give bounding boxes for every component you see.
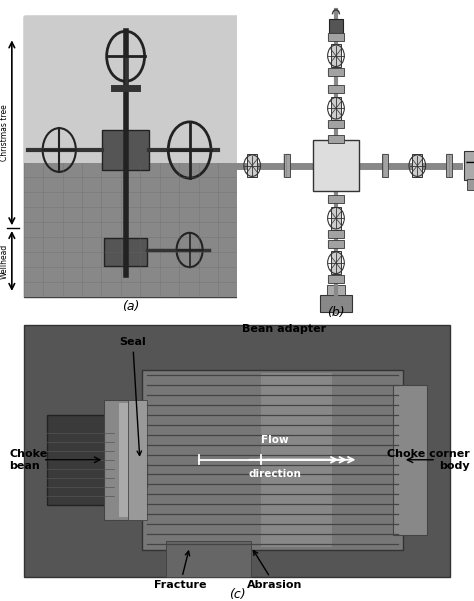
Text: Flow: Flow — [261, 435, 289, 445]
Bar — [328, 195, 344, 203]
Bar — [328, 32, 344, 41]
Bar — [331, 97, 341, 120]
Text: Wellhead: Wellhead — [0, 243, 9, 279]
Bar — [104, 237, 147, 266]
Bar — [447, 154, 452, 177]
Bar — [464, 151, 474, 180]
Bar — [466, 179, 474, 189]
Bar — [412, 154, 422, 177]
Bar — [328, 120, 344, 128]
Bar — [135, 463, 147, 487]
Bar — [328, 275, 344, 282]
Bar — [331, 207, 341, 230]
Bar — [24, 325, 450, 577]
Bar — [166, 541, 251, 577]
Bar — [328, 68, 344, 76]
Bar — [247, 154, 257, 177]
Bar — [328, 240, 344, 248]
Bar — [393, 385, 427, 535]
Text: Choke: Choke — [467, 157, 474, 168]
Bar — [329, 19, 343, 34]
Bar — [328, 230, 344, 238]
Bar — [104, 400, 161, 520]
Text: Fracture: Fracture — [154, 551, 206, 590]
Bar — [328, 135, 344, 142]
Text: Bean adapter: Bean adapter — [242, 323, 327, 334]
Bar — [382, 154, 388, 177]
Bar — [328, 285, 345, 294]
Text: direction: direction — [248, 469, 301, 479]
Bar — [102, 130, 149, 170]
Text: Choke corner
body: Choke corner body — [386, 449, 469, 471]
Bar — [217, 154, 223, 177]
Bar — [331, 44, 341, 67]
Bar — [142, 370, 403, 550]
Bar — [261, 373, 332, 547]
Text: (b): (b) — [327, 305, 345, 319]
Text: (a): (a) — [122, 299, 139, 313]
Text: Seal: Seal — [119, 337, 146, 456]
Text: Abrasion: Abrasion — [247, 551, 302, 590]
Bar — [331, 251, 341, 274]
Bar — [128, 400, 147, 520]
Bar — [47, 415, 114, 505]
Bar — [312, 140, 359, 191]
Text: Choke
bean: Choke bean — [9, 449, 48, 471]
Text: (c): (c) — [228, 588, 246, 601]
Bar — [24, 162, 237, 297]
Bar — [118, 403, 137, 517]
Text: Christmas tree: Christmas tree — [0, 105, 9, 161]
Bar — [328, 85, 344, 93]
Bar — [24, 16, 237, 162]
Bar — [283, 154, 290, 177]
Bar — [320, 294, 352, 312]
